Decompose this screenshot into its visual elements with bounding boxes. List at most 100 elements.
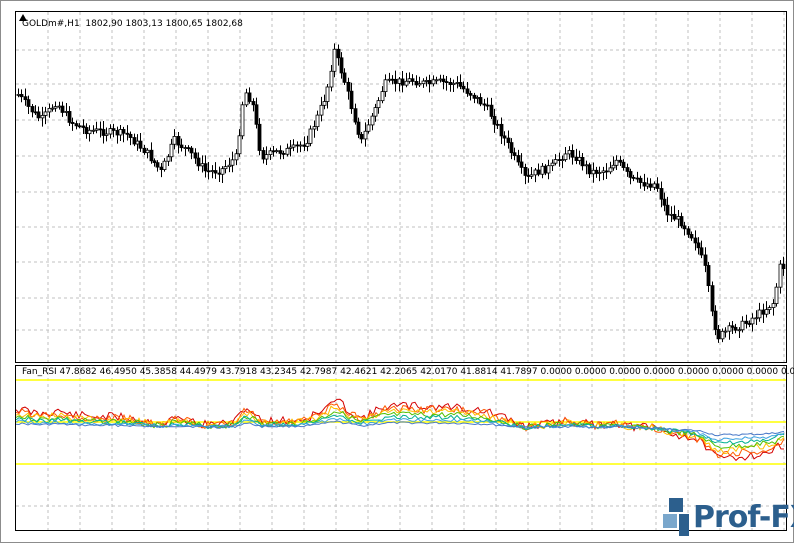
candle-body (60, 105, 65, 113)
candle-body (118, 129, 123, 136)
candle-body (162, 160, 167, 170)
candle-body (468, 93, 473, 96)
candle-body (193, 152, 198, 159)
candle-body (686, 228, 691, 235)
candle-body (512, 152, 517, 156)
candle-body (499, 123, 504, 137)
candle-body (94, 128, 99, 131)
candle-body (478, 97, 483, 105)
candle-body (441, 78, 446, 82)
candle-body (516, 155, 521, 163)
candle-body (53, 106, 58, 109)
candle-body (291, 144, 296, 148)
candle-body (189, 147, 194, 154)
candle-body (492, 116, 497, 125)
candle-body (230, 159, 235, 166)
candle-body (152, 160, 157, 164)
candle-body (200, 163, 205, 167)
candle-body (424, 80, 429, 82)
candle-body (713, 310, 718, 330)
candle-body (108, 128, 113, 135)
candle-body (23, 96, 28, 101)
candle-body (414, 81, 419, 86)
candle-body (553, 159, 558, 164)
profx-logo-icon (663, 498, 689, 536)
indicator-pane[interactable]: Fan_RSI 47.8682 46.4950 45.3858 44.4979 … (15, 365, 794, 531)
candle-body (217, 172, 222, 175)
candle-body (251, 101, 256, 106)
candle-body (285, 147, 290, 155)
candle-body (47, 107, 52, 113)
candle-body (482, 103, 487, 106)
candle-body (308, 128, 313, 144)
candle-body (567, 150, 572, 155)
candle-body (519, 161, 524, 168)
candle-body (587, 164, 592, 175)
candle-body (574, 156, 579, 161)
candle-body (710, 285, 715, 312)
candle-body (271, 150, 276, 153)
candle-body (417, 83, 422, 86)
profx-watermark: Prof-FX (659, 496, 794, 540)
candle-body (730, 325, 735, 328)
candle-body (550, 162, 555, 167)
candle-body (767, 307, 772, 310)
candle-body (397, 78, 402, 84)
candle-body (648, 183, 653, 188)
candle-body (19, 94, 24, 98)
candle-body (145, 149, 150, 154)
candle-body (546, 165, 551, 174)
candle-body (540, 165, 545, 175)
grid (16, 12, 786, 362)
candle-body (502, 135, 507, 139)
candle-body (240, 104, 245, 137)
candle-body (618, 159, 623, 163)
candle-body (325, 86, 330, 102)
candle-body (506, 137, 511, 143)
candle-body (744, 320, 749, 324)
candle-body (387, 78, 392, 81)
candle-body (183, 147, 188, 150)
candle-body (149, 149, 154, 162)
candle-body (332, 48, 337, 72)
candle-body (737, 329, 742, 332)
candle-body (81, 125, 86, 128)
candle-body (274, 150, 279, 152)
price-chart-pane[interactable]: GOLDm#,H1 1802,90 1803,13 1800,65 1802,6… (15, 11, 787, 363)
candle-body (383, 79, 388, 93)
candle-body (703, 254, 708, 266)
candle-body (652, 183, 657, 188)
candle-body (764, 309, 769, 315)
candle-body (655, 183, 660, 189)
indicator-label: Fan_RSI 47.8682 46.4950 45.3858 44.4979 … (22, 367, 794, 377)
candle-body (234, 153, 239, 161)
candle-body (132, 137, 137, 145)
candle-body (353, 108, 358, 123)
candle-body (237, 135, 242, 155)
candle-body (319, 104, 324, 116)
candle-body (533, 169, 538, 176)
candle-body (526, 175, 531, 177)
candle-body (220, 168, 225, 175)
candle-body (346, 81, 351, 92)
candle-body (672, 213, 677, 220)
candle-body (747, 323, 752, 325)
candle-body (455, 82, 460, 84)
candle-body (604, 170, 609, 173)
candle-body (689, 234, 694, 239)
candle-body (223, 166, 228, 170)
candle-body (594, 169, 599, 174)
candle-body (64, 111, 69, 113)
candle-body (390, 78, 395, 81)
candle-body (227, 164, 232, 168)
candle-body (186, 147, 191, 150)
candle-body (489, 104, 494, 117)
candle-body (410, 78, 415, 82)
fan-rsi-chart (16, 366, 786, 530)
candle-body (302, 144, 307, 147)
candle-body (298, 144, 303, 147)
candle-body (665, 204, 670, 216)
candle-body (91, 129, 96, 132)
candle-body (625, 167, 630, 172)
